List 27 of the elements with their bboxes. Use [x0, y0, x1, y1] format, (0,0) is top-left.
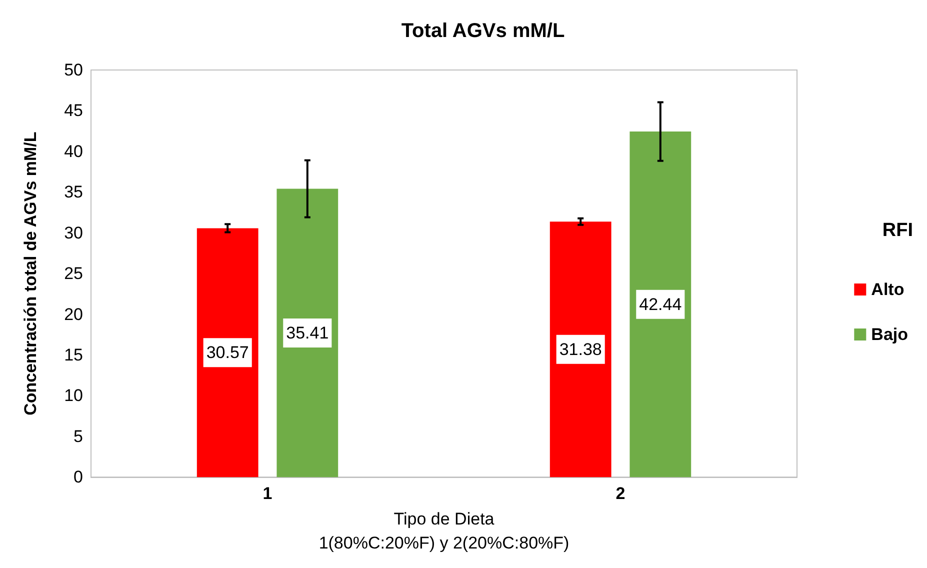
- bar: [550, 222, 612, 478]
- legend-label: Alto: [871, 280, 904, 299]
- legend-title: RFI: [882, 220, 914, 241]
- bar: [276, 188, 338, 478]
- y-tick-label: 45: [64, 101, 83, 120]
- x-axis-title: Tipo de Dieta 1(80%C:20%F) y 2(20%C:80%F): [318, 510, 570, 552]
- data-label: 35.41: [286, 323, 329, 342]
- y-tick-label: 50: [64, 60, 83, 80]
- bar: [196, 228, 258, 478]
- x-tick-label: 2: [616, 484, 626, 504]
- data-label: 30.57: [206, 343, 249, 362]
- y-tick-label: 35: [64, 182, 83, 202]
- y-tick-label: 40: [64, 142, 83, 161]
- legend-label: Bajo: [871, 325, 908, 344]
- y-tick-label: 20: [64, 304, 83, 324]
- chart-title: Total AGVs mM/L: [401, 20, 565, 42]
- y-tick-label: 0: [74, 468, 83, 487]
- y-tick-label: 10: [64, 386, 83, 406]
- data-label: 42.44: [639, 294, 682, 314]
- x-tick-label: 1: [262, 484, 272, 504]
- y-axis-title: Concentración total de AGVs mM/L: [21, 132, 40, 416]
- data-label: 31.38: [559, 340, 602, 359]
- y-tick-label: 25: [64, 264, 83, 284]
- bar: [630, 132, 692, 478]
- y-tick-label: 15: [64, 345, 83, 364]
- y-tick-label: 5: [74, 426, 83, 446]
- y-tick-label: 30: [64, 223, 83, 242]
